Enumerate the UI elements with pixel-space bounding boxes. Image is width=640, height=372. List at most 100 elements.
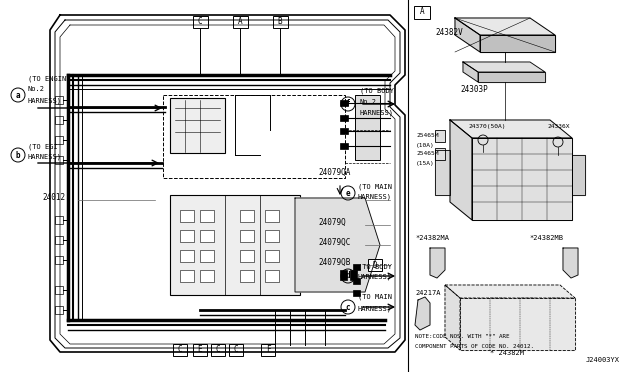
Polygon shape — [455, 18, 480, 52]
Polygon shape — [450, 120, 572, 138]
Text: C: C — [234, 346, 238, 355]
Text: c: c — [346, 302, 350, 311]
Bar — [170, 195, 300, 295]
Polygon shape — [463, 62, 545, 72]
Text: C: C — [198, 17, 202, 26]
Bar — [353, 290, 360, 296]
Bar — [170, 98, 225, 153]
Bar — [173, 344, 187, 356]
Text: D: D — [372, 260, 378, 269]
Polygon shape — [455, 18, 555, 35]
Text: HARNESS): HARNESS) — [358, 274, 392, 280]
Polygon shape — [460, 298, 575, 350]
Bar — [55, 96, 63, 104]
Text: C: C — [178, 346, 182, 355]
Text: 24079Q: 24079Q — [318, 218, 346, 227]
Bar — [180, 250, 194, 262]
Text: 24079QC: 24079QC — [318, 238, 350, 247]
Text: J24003YX: J24003YX — [586, 357, 620, 363]
Bar — [55, 136, 63, 144]
Bar — [261, 344, 275, 356]
Text: C: C — [216, 346, 220, 355]
Text: F: F — [266, 346, 270, 355]
Polygon shape — [472, 138, 572, 220]
Bar — [340, 270, 347, 280]
Bar — [353, 264, 360, 270]
Bar — [265, 250, 279, 262]
Bar — [353, 278, 360, 284]
Text: d: d — [346, 272, 350, 280]
Text: b: b — [16, 151, 20, 160]
Polygon shape — [415, 297, 430, 330]
Text: E: E — [198, 346, 202, 355]
Bar — [265, 230, 279, 242]
Text: (TO MAIN: (TO MAIN — [358, 183, 392, 189]
Text: e: e — [346, 189, 350, 198]
Bar — [340, 128, 348, 134]
Bar — [229, 344, 243, 356]
Text: HARNESS): HARNESS) — [28, 97, 62, 103]
Text: *24382MA: *24382MA — [415, 235, 449, 241]
Bar — [180, 230, 194, 242]
Text: 24370(50A): 24370(50A) — [468, 124, 506, 129]
Polygon shape — [295, 198, 380, 292]
Text: COMPONENT PARTS OF CODE NO. 24012.: COMPONENT PARTS OF CODE NO. 24012. — [415, 344, 534, 349]
Text: A: A — [420, 7, 424, 16]
Text: (15A): (15A) — [416, 161, 435, 166]
Bar — [200, 250, 214, 262]
Bar — [350, 270, 357, 280]
Bar — [265, 210, 279, 222]
Bar — [232, 16, 248, 28]
Text: 24382V: 24382V — [435, 28, 463, 37]
Bar — [55, 236, 63, 244]
Text: *24382MB: *24382MB — [529, 235, 563, 241]
Bar — [355, 95, 380, 160]
Bar — [240, 210, 254, 222]
Text: a: a — [16, 90, 20, 99]
Text: (TO BODY: (TO BODY — [360, 88, 394, 94]
Text: 24079QA: 24079QA — [318, 168, 350, 177]
Bar — [211, 344, 225, 356]
Text: 25465M: 25465M — [416, 133, 438, 138]
Text: (TO BODY: (TO BODY — [358, 263, 392, 269]
Text: 25465M: 25465M — [416, 151, 438, 156]
Bar — [414, 6, 430, 19]
Bar — [240, 230, 254, 242]
Text: 24079QB: 24079QB — [318, 258, 350, 267]
Bar — [180, 210, 194, 222]
Bar — [193, 344, 207, 356]
Text: 24303P: 24303P — [460, 85, 488, 94]
Bar — [55, 216, 63, 224]
Bar — [265, 270, 279, 282]
Polygon shape — [445, 285, 575, 298]
Bar — [200, 230, 214, 242]
Text: 24336X: 24336X — [547, 124, 570, 129]
Text: No.2: No.2 — [360, 99, 377, 105]
Polygon shape — [563, 248, 578, 278]
Bar — [340, 100, 348, 106]
Bar — [193, 16, 207, 28]
Bar — [180, 270, 194, 282]
Bar — [55, 116, 63, 124]
Bar — [340, 143, 348, 149]
Bar — [368, 259, 382, 271]
Text: A: A — [237, 17, 243, 26]
Bar — [340, 115, 348, 121]
Polygon shape — [478, 72, 545, 82]
Text: NOTE:CODE NOS. WITH "*" ARE: NOTE:CODE NOS. WITH "*" ARE — [415, 334, 509, 339]
Bar — [435, 148, 445, 160]
Text: (TO EGI: (TO EGI — [28, 143, 58, 150]
Bar — [55, 306, 63, 314]
Text: f: f — [346, 99, 350, 109]
Bar — [240, 250, 254, 262]
Bar — [435, 130, 445, 142]
Bar — [200, 270, 214, 282]
Text: HARNESS): HARNESS) — [358, 194, 392, 201]
Text: (TO MAIN: (TO MAIN — [358, 294, 392, 301]
Text: (10A): (10A) — [416, 143, 435, 148]
Polygon shape — [463, 62, 478, 82]
Text: No.2: No.2 — [28, 86, 45, 92]
Text: HARNESS): HARNESS) — [28, 154, 62, 160]
Text: HARNESS): HARNESS) — [360, 110, 394, 116]
Text: B: B — [278, 17, 282, 26]
